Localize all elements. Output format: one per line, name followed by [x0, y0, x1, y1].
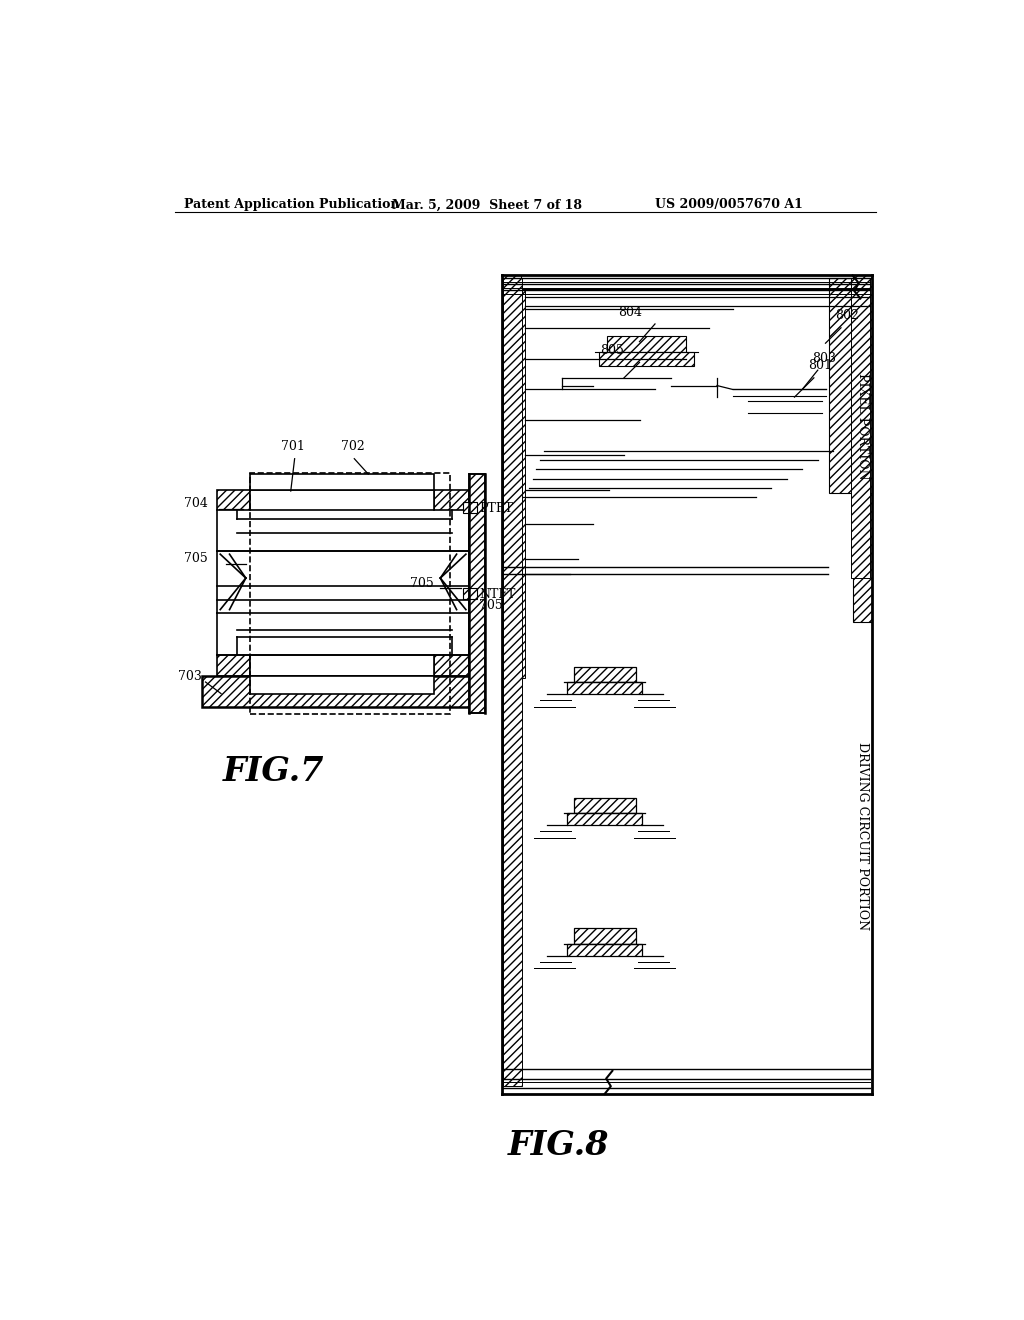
- Bar: [573, 928, 636, 944]
- Bar: [463, 502, 477, 512]
- Text: FIG.7: FIG.7: [222, 755, 324, 788]
- Text: US 2009/0057670 A1: US 2009/0057670 A1: [655, 198, 803, 211]
- Bar: [434, 490, 469, 510]
- Text: NTFT: NTFT: [479, 589, 515, 601]
- Text: 803: 803: [812, 351, 837, 364]
- Bar: [567, 944, 642, 956]
- Bar: [250, 474, 450, 714]
- Bar: [567, 682, 642, 694]
- Bar: [503, 277, 522, 1086]
- Bar: [567, 813, 642, 825]
- Bar: [202, 676, 482, 706]
- Text: Mar. 5, 2009  Sheet 7 of 18: Mar. 5, 2009 Sheet 7 of 18: [391, 198, 582, 211]
- Text: PTFT: PTFT: [479, 502, 513, 515]
- Bar: [853, 276, 872, 622]
- Text: 702: 702: [341, 440, 365, 453]
- Text: 705: 705: [183, 552, 208, 565]
- Text: 802: 802: [835, 309, 859, 322]
- Bar: [829, 277, 872, 494]
- Text: Patent Application Publication: Patent Application Publication: [183, 198, 399, 211]
- Text: 805: 805: [600, 345, 625, 358]
- Bar: [250, 655, 434, 676]
- Bar: [502, 276, 521, 622]
- Text: 705: 705: [410, 577, 433, 590]
- Text: 804: 804: [618, 305, 642, 318]
- Bar: [463, 589, 477, 599]
- Text: DRIVING CIRCUIT PORTION: DRIVING CIRCUIT PORTION: [856, 742, 869, 931]
- Bar: [607, 335, 686, 352]
- Text: FIG.8: FIG.8: [508, 1129, 609, 1162]
- Bar: [573, 797, 636, 813]
- Bar: [851, 277, 870, 578]
- Bar: [250, 490, 434, 510]
- Bar: [250, 676, 434, 693]
- Bar: [250, 474, 434, 490]
- Text: PIXEL PORTION: PIXEL PORTION: [856, 374, 869, 479]
- Text: 704: 704: [183, 496, 208, 510]
- Bar: [434, 655, 469, 676]
- Text: 705: 705: [479, 599, 503, 612]
- Bar: [469, 474, 484, 713]
- Bar: [599, 352, 693, 367]
- Bar: [217, 490, 250, 510]
- Text: 703: 703: [178, 671, 203, 684]
- Bar: [217, 655, 250, 676]
- Bar: [573, 667, 636, 682]
- Text: 801: 801: [809, 359, 833, 372]
- Bar: [503, 289, 525, 678]
- Text: 701: 701: [282, 440, 305, 453]
